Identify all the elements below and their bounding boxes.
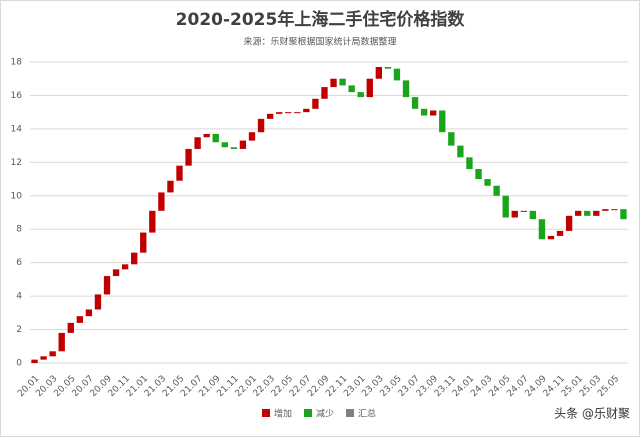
- bar: [375, 67, 383, 79]
- chart-title: 2020-2025年上海二手住宅价格指数: [176, 9, 466, 30]
- bar: [257, 118, 265, 133]
- legend-label: 减少: [316, 408, 334, 420]
- bar: [275, 112, 283, 114]
- chart-subtitle: 来源：乐财聚根据国家统计局数据整理: [243, 36, 396, 48]
- bar: [439, 110, 446, 133]
- bar: [140, 232, 147, 253]
- legend-swatch: [346, 409, 354, 417]
- bar: [312, 98, 319, 109]
- bar: [402, 80, 410, 98]
- bar: [121, 264, 129, 270]
- bar: [348, 85, 355, 93]
- bar: [556, 230, 564, 236]
- watermark: 头条 @乐财聚: [554, 407, 630, 421]
- bar: [94, 294, 102, 310]
- bar: [149, 210, 156, 233]
- bar: [212, 133, 219, 143]
- bar: [430, 110, 437, 116]
- bar: [411, 97, 419, 109]
- bar: [303, 108, 310, 113]
- bar: [574, 210, 582, 216]
- bar: [230, 147, 238, 149]
- bar: [248, 132, 256, 141]
- bar: [466, 157, 473, 170]
- y-tick-label: 16: [11, 91, 23, 101]
- bar: [520, 210, 527, 212]
- bar: [58, 332, 65, 352]
- bar: [266, 113, 274, 119]
- legend-label: 汇总: [358, 408, 376, 420]
- bar: [602, 209, 609, 211]
- bar: [239, 140, 247, 149]
- bar: [538, 219, 546, 240]
- bar: [31, 359, 38, 363]
- bar: [158, 192, 165, 211]
- bar: [448, 132, 455, 146]
- bar: [584, 210, 591, 216]
- y-tick-label: 12: [11, 158, 22, 168]
- bar: [393, 68, 401, 81]
- bar: [67, 322, 74, 333]
- legend-swatch: [262, 409, 270, 417]
- bar: [511, 210, 518, 218]
- bar: [330, 78, 337, 88]
- bar: [85, 309, 93, 317]
- legend-label: 增加: [274, 408, 292, 420]
- bar: [40, 356, 47, 360]
- y-tick-label: 18: [11, 58, 23, 68]
- bar: [457, 145, 464, 158]
- bar: [131, 252, 138, 265]
- y-tick-label: 8: [16, 225, 22, 235]
- bar: [475, 169, 482, 180]
- bar: [49, 351, 56, 357]
- bar: [620, 209, 627, 220]
- bar: [502, 195, 509, 218]
- bar: [321, 87, 328, 99]
- bar: [384, 67, 392, 69]
- y-tick-label: 6: [16, 258, 22, 268]
- legend-swatch: [304, 409, 312, 417]
- bar: [203, 133, 210, 138]
- y-tick-label: 14: [11, 124, 23, 134]
- y-tick-label: 2: [16, 325, 22, 335]
- bar: [529, 210, 537, 220]
- y-tick-label: 10: [11, 191, 23, 201]
- bar: [167, 180, 174, 193]
- y-tick-label: 4: [16, 292, 22, 302]
- bar: [357, 92, 364, 98]
- bar: [76, 316, 84, 323]
- bar: [103, 276, 111, 295]
- bar: [285, 112, 292, 114]
- bar: [420, 108, 428, 116]
- bar: [547, 235, 555, 240]
- bar: [565, 215, 573, 231]
- bar: [484, 179, 491, 186]
- bar: [194, 137, 201, 149]
- bar: [366, 78, 373, 98]
- bar: [176, 165, 183, 181]
- bar: [112, 269, 120, 277]
- bar: [493, 185, 500, 196]
- bar: [294, 112, 301, 114]
- bar: [611, 209, 618, 211]
- bar: [221, 142, 228, 148]
- bar: [185, 148, 192, 166]
- y-tick-label: 0: [16, 359, 22, 369]
- bar: [339, 78, 346, 86]
- bar: [593, 210, 600, 216]
